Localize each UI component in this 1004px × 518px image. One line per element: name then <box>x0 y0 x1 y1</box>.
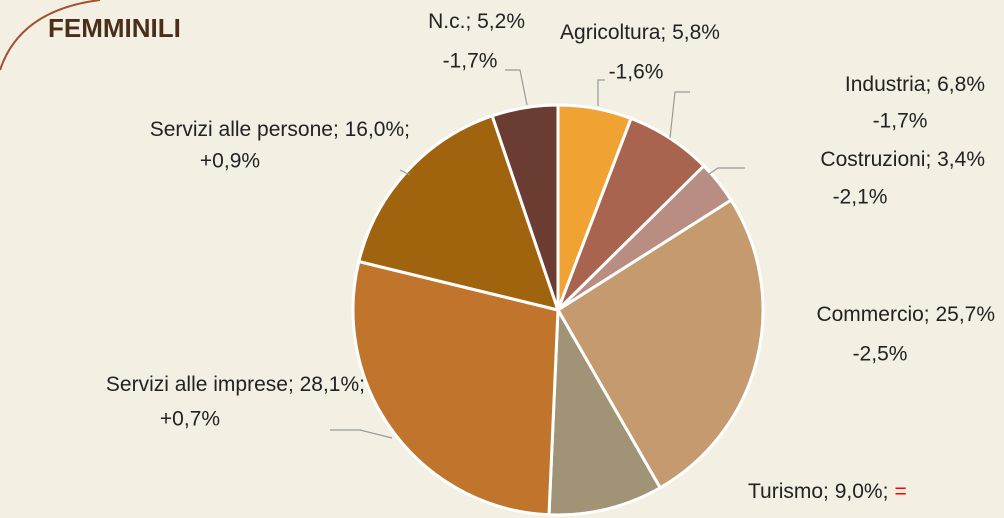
leader-line <box>597 79 605 106</box>
data-label: Costruzioni; 3,4% <box>820 148 985 171</box>
border-arc <box>0 0 101 71</box>
data-label: Turismo; 9,0%; = <box>748 480 907 503</box>
leader-line <box>399 169 411 176</box>
data-label-text: Commercio; 25,7% <box>816 303 995 326</box>
leader-line <box>699 167 745 181</box>
data-label-text: Costruzioni; 3,4% <box>820 148 985 171</box>
pie-slice <box>555 198 765 490</box>
data-label-text: Servizi alle imprese; 28,1%; <box>106 373 365 396</box>
data-label: Servizi alle persone; 16,0%; <box>150 118 410 141</box>
change-label: -2,1% <box>833 186 888 209</box>
change-label: = <box>894 480 906 503</box>
change-label: -1,7% <box>443 50 498 73</box>
data-label-text: Agricoltura; 5,8% <box>560 21 720 44</box>
leader-line <box>669 91 690 139</box>
change-label: -1,7% <box>873 110 928 133</box>
data-label: Industria; 6,8% <box>845 73 985 96</box>
data-label: Agricoltura; 5,8% <box>560 21 720 44</box>
data-label-text: Industria; 6,8% <box>845 73 985 96</box>
data-label-text: N.c.; 5,2% <box>428 10 525 33</box>
data-label: Servizi alle imprese; 28,1%; <box>106 373 365 396</box>
change-label: -1,6% <box>609 61 664 84</box>
data-label-text: Turismo; 9,0%; <box>748 480 888 503</box>
change-label: -2,5% <box>853 343 908 366</box>
leader-line <box>330 429 393 439</box>
data-label-text: Servizi alle persone; 16,0%; <box>150 118 410 141</box>
chart-title: FEMMINILI <box>48 13 181 43</box>
leader-line <box>505 69 528 106</box>
pie-slice <box>547 304 663 517</box>
change-label: +0,7% <box>160 408 220 431</box>
pie-slice <box>490 103 560 311</box>
pie-slice <box>351 259 560 517</box>
data-label: N.c.; 5,2% <box>428 10 525 33</box>
data-label: Commercio; 25,7% <box>816 303 995 326</box>
change-label: +0,9% <box>200 150 260 173</box>
